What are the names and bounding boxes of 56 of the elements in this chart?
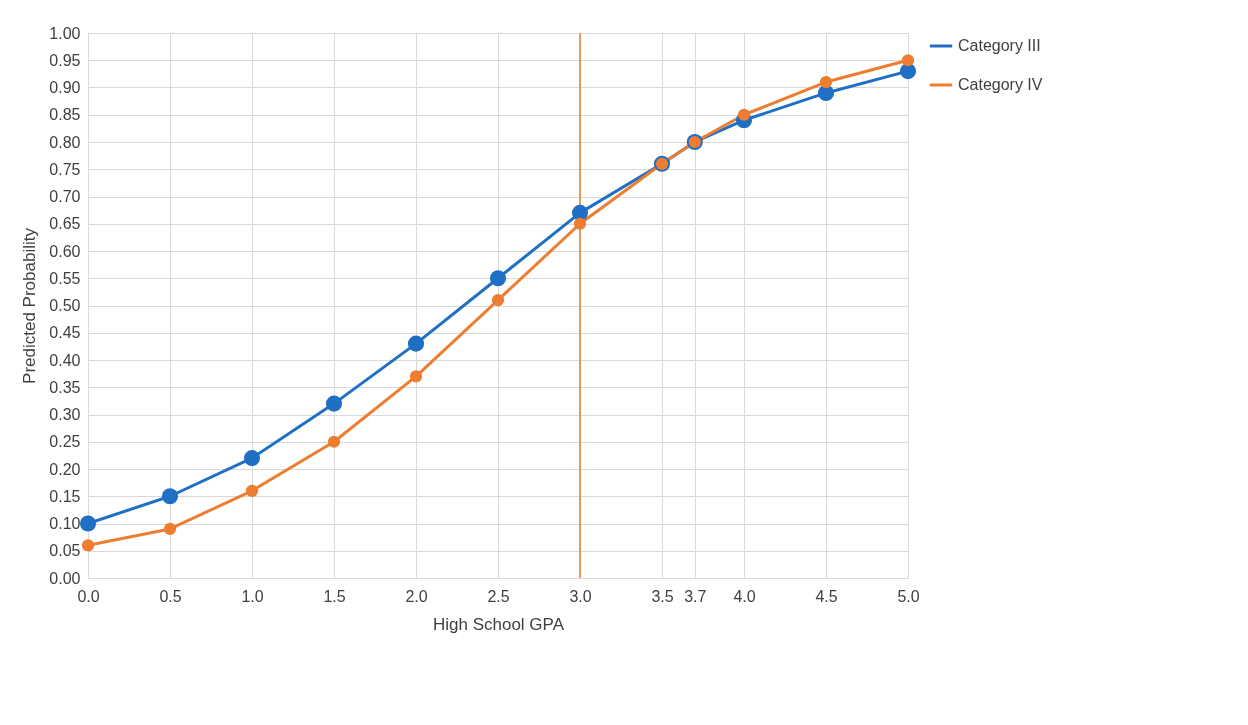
x-tick-label: 1.0 [241, 587, 264, 605]
y-tick-label: 0.20 [49, 460, 81, 478]
point [489, 270, 507, 287]
x-tick-label: 3.7 [684, 587, 707, 605]
x-tick-label: 0.5 [159, 587, 182, 605]
legend-label: Category III [958, 37, 1041, 54]
x-tick-label: 4.5 [815, 587, 838, 605]
y-tick-label: 0.00 [49, 569, 81, 587]
point [407, 335, 425, 352]
y-tick-label: 0.15 [49, 487, 81, 505]
y-tick-label: 0.35 [49, 378, 81, 396]
y-tick-label: 0.25 [49, 433, 81, 451]
y-tick-label: 0.10 [49, 515, 81, 532]
y-tick-label: 0.55 [49, 269, 81, 287]
y-tick-label: 0.50 [49, 297, 81, 314]
y-tick-label: 0.40 [49, 351, 81, 369]
y-tick-label: 0.80 [49, 133, 81, 151]
point [737, 108, 751, 121]
point [163, 522, 177, 536]
point [573, 217, 587, 230]
x-tick-label: 2.5 [487, 587, 510, 605]
x-tick-label: 2.0 [405, 587, 428, 605]
point [79, 515, 97, 532]
y-tick-label: 0.65 [49, 215, 81, 233]
point [901, 54, 915, 67]
y-tick-label: 0.05 [49, 542, 81, 560]
point [325, 395, 343, 412]
point [817, 84, 835, 101]
y-axis-title: Predicted Probability [20, 227, 40, 384]
x-tick-label: 3.0 [569, 587, 592, 605]
point [819, 75, 833, 89]
point [245, 484, 259, 497]
x-axis-title: High School GPA [432, 614, 565, 634]
legend-label: Category IV [958, 76, 1043, 93]
point [491, 293, 505, 307]
x-tick-label: 0.0 [77, 587, 100, 605]
y-tick-label: 0.75 [49, 160, 81, 178]
y-tick-label: 0.60 [49, 242, 81, 260]
x-tick-label: 5.0 [897, 587, 920, 605]
y-tick-label: 0.30 [49, 406, 81, 423]
y-tick-label: 1.00 [49, 24, 81, 42]
point [327, 435, 341, 448]
x-tick-label: 3.5 [651, 587, 674, 605]
x-tick-label: 1.5 [323, 587, 346, 605]
y-tick-label: 0.95 [49, 51, 81, 69]
y-tick-label: 0.45 [49, 324, 81, 342]
x-tick-label: 4.0 [733, 587, 756, 605]
point [81, 539, 95, 552]
point [243, 450, 261, 467]
point [161, 488, 179, 505]
y-tick-label: 0.70 [49, 188, 81, 205]
y-tick-label: 0.85 [49, 106, 81, 124]
point [571, 204, 589, 221]
point [899, 63, 917, 80]
y-tick-label: 0.90 [49, 79, 81, 96]
point [409, 370, 423, 383]
